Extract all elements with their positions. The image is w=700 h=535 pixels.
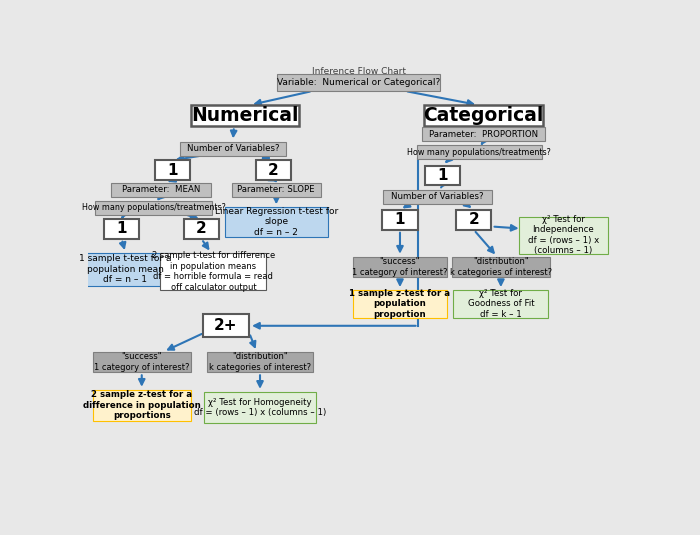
FancyBboxPatch shape [160, 253, 266, 290]
FancyBboxPatch shape [203, 315, 249, 337]
FancyBboxPatch shape [456, 210, 491, 230]
FancyBboxPatch shape [353, 290, 447, 318]
Text: 2 sample t-test for difference
in population means
df = horrible formula = read
: 2 sample t-test for difference in popula… [152, 251, 275, 292]
Text: Categorical: Categorical [424, 106, 544, 125]
Text: Linear Regression t-test for
slope
df = n – 2: Linear Regression t-test for slope df = … [215, 207, 338, 237]
FancyBboxPatch shape [277, 74, 440, 91]
Text: Variable:  Numerical or Categorical?: Variable: Numerical or Categorical? [277, 78, 440, 87]
FancyBboxPatch shape [232, 183, 321, 197]
Text: 2 sample z-test for a
difference in population
proportions: 2 sample z-test for a difference in popu… [83, 391, 201, 420]
FancyBboxPatch shape [454, 290, 548, 318]
Text: "distribution"
k categories of interest?: "distribution" k categories of interest? [450, 257, 552, 277]
Text: Numerical: Numerical [191, 106, 299, 125]
Text: 1 sample z-test for a
population
proportion: 1 sample z-test for a population proport… [349, 289, 451, 319]
Text: 1: 1 [395, 212, 405, 227]
Text: Parameter:  MEAN: Parameter: MEAN [122, 185, 200, 194]
Text: 1: 1 [116, 221, 127, 236]
FancyBboxPatch shape [190, 105, 299, 126]
FancyBboxPatch shape [93, 390, 190, 421]
FancyBboxPatch shape [423, 127, 545, 141]
FancyBboxPatch shape [93, 351, 190, 372]
Text: "distribution"
k categories of interest?: "distribution" k categories of interest? [209, 353, 311, 372]
FancyBboxPatch shape [452, 257, 550, 277]
FancyBboxPatch shape [519, 217, 608, 254]
Text: "success"
1 category of interest?: "success" 1 category of interest? [94, 353, 190, 372]
Text: 2: 2 [268, 163, 279, 178]
Text: How many populations/treatments?: How many populations/treatments? [407, 148, 551, 157]
FancyBboxPatch shape [111, 183, 211, 197]
FancyBboxPatch shape [424, 105, 543, 126]
Text: How many populations/treatments?: How many populations/treatments? [82, 203, 225, 212]
FancyBboxPatch shape [383, 190, 491, 204]
Text: χ² Test for
Independence
df = (rows – 1) x
(columns – 1): χ² Test for Independence df = (rows – 1)… [528, 215, 599, 255]
Text: χ² Test for
Goodness of Fit
df = k – 1: χ² Test for Goodness of Fit df = k – 1 [468, 289, 534, 319]
FancyBboxPatch shape [207, 351, 313, 372]
FancyBboxPatch shape [256, 160, 291, 180]
FancyBboxPatch shape [95, 201, 212, 215]
FancyBboxPatch shape [353, 257, 447, 277]
FancyBboxPatch shape [184, 219, 219, 239]
FancyBboxPatch shape [155, 160, 190, 180]
Text: Parameter: SLOPE: Parameter: SLOPE [237, 185, 315, 194]
Text: Number of Variables?: Number of Variables? [187, 144, 279, 153]
Text: Number of Variables?: Number of Variables? [391, 193, 484, 201]
Text: 1: 1 [438, 168, 448, 183]
FancyBboxPatch shape [382, 210, 418, 230]
Text: χ² Test for Homogeneity
df = (rows – 1) x (columns – 1): χ² Test for Homogeneity df = (rows – 1) … [194, 398, 326, 417]
FancyBboxPatch shape [425, 165, 461, 185]
Text: 2: 2 [196, 221, 206, 236]
Text: 1 sample t-test for a
population mean
df = n – 1: 1 sample t-test for a population mean df… [79, 255, 172, 284]
FancyBboxPatch shape [104, 219, 139, 239]
Text: "success"
1 category of interest?: "success" 1 category of interest? [352, 257, 448, 277]
FancyBboxPatch shape [416, 146, 542, 159]
Text: Inference Flow Chart: Inference Flow Chart [312, 67, 406, 76]
FancyBboxPatch shape [225, 207, 328, 237]
Text: Parameter:  PROPORTION: Parameter: PROPORTION [429, 129, 538, 139]
Text: 1: 1 [167, 163, 178, 178]
Text: 2: 2 [468, 212, 479, 227]
FancyBboxPatch shape [78, 253, 173, 286]
FancyBboxPatch shape [204, 392, 316, 423]
FancyBboxPatch shape [180, 142, 286, 156]
Text: 2+: 2+ [214, 318, 237, 333]
